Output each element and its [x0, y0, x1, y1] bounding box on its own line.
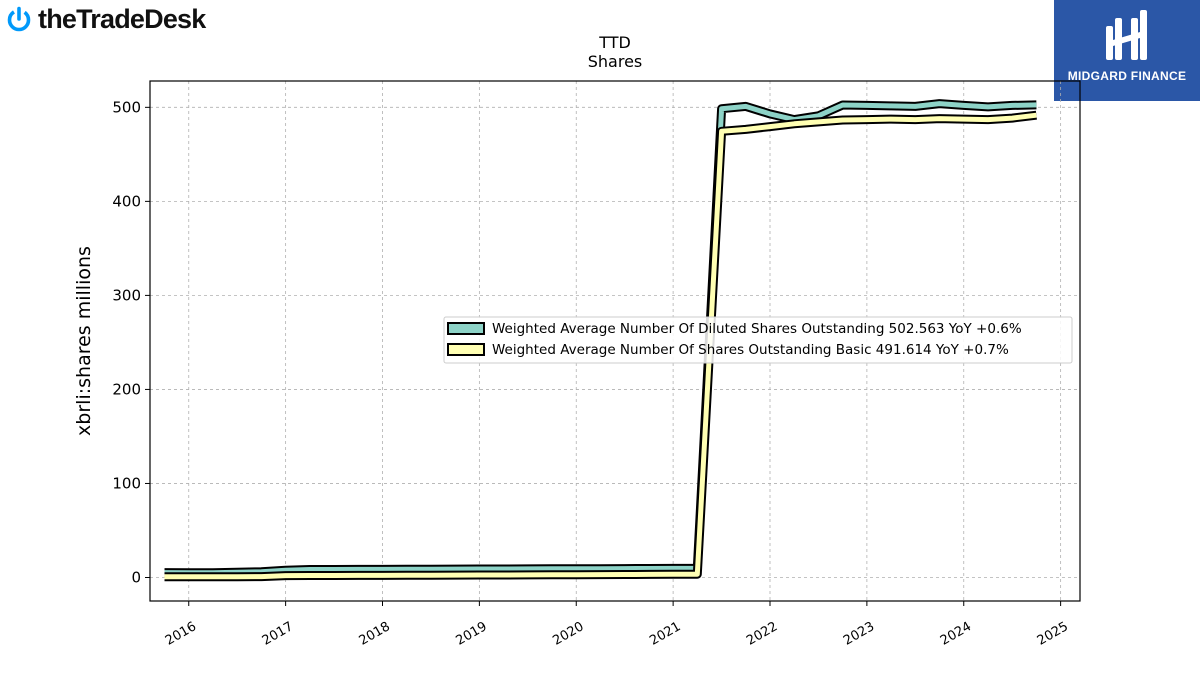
- brand-name: theTradeDesk: [38, 3, 206, 34]
- midgard-badge: MIDGARD FINANCE: [1054, 0, 1200, 101]
- x-tick-label: 2017: [260, 619, 296, 649]
- y-tick-label: 100: [112, 474, 141, 492]
- x-tick-label: 2019: [454, 619, 490, 649]
- y-tick-label: 200: [112, 380, 141, 398]
- x-tick-label: 2016: [163, 619, 199, 649]
- badge-label: MIDGARD FINANCE: [1067, 69, 1187, 83]
- x-tick-label: 2021: [647, 619, 683, 649]
- x-tick-label: 2022: [744, 619, 780, 649]
- x-axis: 2016 2017 2018 2019 2020 2021 2022 2023 2024 2025: [163, 601, 1071, 649]
- x-tick-label: 2018: [357, 619, 393, 649]
- y-tick-label: 400: [112, 192, 141, 210]
- legend-frame: [443, 316, 1073, 364]
- midgard-logo-icon: [1106, 10, 1147, 60]
- brand-logo: theTradeDesk: [6, 3, 206, 34]
- series-line: [164, 112, 1037, 580]
- tradedesk-power-icon: [7, 6, 31, 32]
- y-tick-label: 0: [131, 568, 141, 586]
- chart-subtitle: Shares: [588, 52, 643, 71]
- legend-label-basic: Weighted Average Number Of Shares Outsta…: [492, 342, 1009, 358]
- y-tick-label: 300: [112, 286, 141, 304]
- y-axis: 0 100 200 300 400 500: [112, 98, 150, 586]
- legend: Weighted Average Number Of Diluted Share…: [443, 316, 1073, 364]
- legend-swatch-basic: [447, 343, 485, 356]
- x-tick-label: 2025: [1035, 619, 1071, 649]
- legend-swatch-diluted: [447, 322, 485, 335]
- x-tick-label: 2020: [550, 619, 586, 649]
- x-tick-label: 2024: [938, 619, 974, 649]
- chart-title: TTD: [598, 33, 631, 52]
- y-tick-label: 500: [112, 98, 141, 116]
- plot-frame: [149, 80, 1081, 602]
- series-line: [164, 101, 1037, 576]
- y-axis-label: xbrli:shares millions: [73, 246, 95, 436]
- x-tick-label: 2023: [841, 619, 877, 649]
- series-lines: [164, 99, 1037, 582]
- legend-label-diluted: Weighted Average Number Of Diluted Share…: [492, 321, 1022, 337]
